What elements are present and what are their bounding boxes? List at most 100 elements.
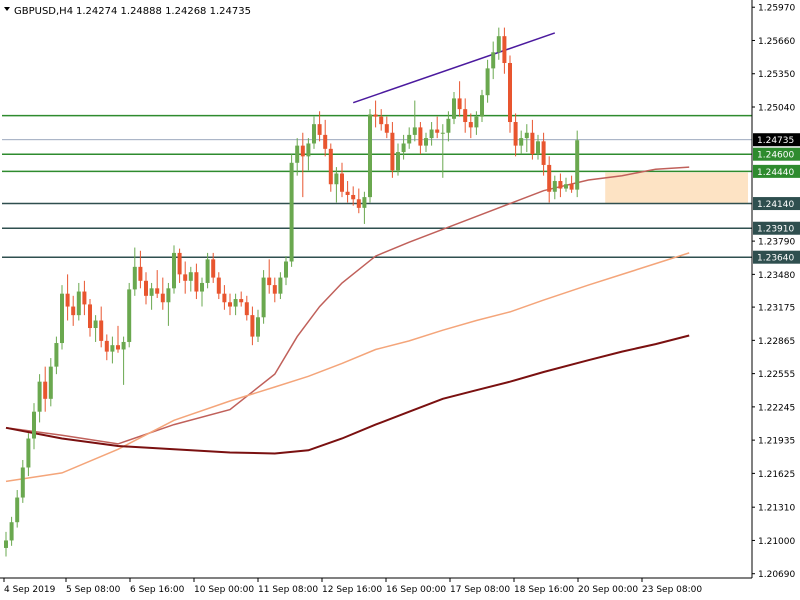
y-tick-label: 1.25660 <box>758 37 795 47</box>
candle-body <box>256 317 260 337</box>
candle-body <box>362 197 367 208</box>
candle <box>261 270 266 324</box>
candle-body <box>575 140 580 190</box>
candle-body <box>457 98 462 110</box>
candle <box>188 266 193 292</box>
candle <box>373 100 378 128</box>
candle-body <box>496 36 501 53</box>
ma-layer <box>5 166 690 483</box>
candle-body <box>390 132 395 171</box>
candle <box>547 156 552 203</box>
candle-body <box>244 302 249 316</box>
candle <box>211 252 216 283</box>
candles-layer <box>4 27 580 557</box>
candle <box>474 111 479 135</box>
candle-body <box>121 341 126 350</box>
header: GBPUSD,H4 1.24274 1.24888 1.24268 1.2473… <box>4 6 251 17</box>
candle <box>480 89 484 123</box>
candle <box>575 130 580 198</box>
candle-body <box>82 291 87 305</box>
candle <box>407 127 412 149</box>
candle <box>340 162 344 198</box>
candle <box>233 293 238 316</box>
candle <box>144 272 148 305</box>
candle <box>76 282 81 321</box>
x-tick-label: 6 Sep 16:00 <box>130 585 185 595</box>
candle <box>9 516 14 546</box>
y-tick-label: 1.20690 <box>758 570 795 580</box>
candle <box>384 116 389 139</box>
candle-body <box>239 299 244 303</box>
candle-body <box>110 345 115 352</box>
candle <box>37 374 42 423</box>
candle <box>32 403 36 450</box>
trendline-layer <box>352 32 556 104</box>
candle <box>368 109 372 203</box>
candle-body <box>261 277 266 318</box>
candle <box>362 191 367 224</box>
x-tick-label: 5 Sep 08:00 <box>66 585 121 595</box>
candle-body <box>183 274 188 281</box>
candle-body <box>4 540 8 548</box>
candle <box>418 122 423 155</box>
candle <box>155 270 160 298</box>
resistance-trendline <box>352 32 556 104</box>
ma-100-line <box>5 252 690 483</box>
candle <box>244 295 249 321</box>
candle-body <box>569 184 574 190</box>
level-price-tag <box>753 221 800 235</box>
candle-body <box>418 127 423 146</box>
candle-body <box>267 277 272 286</box>
candle <box>328 143 333 192</box>
levels-layer <box>2 114 752 258</box>
candle <box>519 130 524 155</box>
level-price-tag <box>753 197 800 211</box>
y-tick-label: 1.23910 <box>757 225 794 235</box>
candle-body <box>65 293 70 307</box>
candle <box>435 116 440 139</box>
candle <box>54 336 59 375</box>
candle <box>312 116 316 149</box>
candle <box>110 336 115 364</box>
candle-body <box>272 285 277 294</box>
candle-body <box>200 282 204 292</box>
candle-body <box>351 194 356 200</box>
y-tick-label: 1.21000 <box>758 537 795 547</box>
candle <box>216 272 221 300</box>
candle-body <box>127 289 132 342</box>
candle-body <box>54 343 59 367</box>
dropdown-triangle-icon[interactable] <box>4 7 10 11</box>
candle-body <box>144 280 148 296</box>
level-price-tag <box>753 250 800 264</box>
candle <box>177 248 182 283</box>
y-tick-label: 1.21935 <box>758 437 795 447</box>
candle <box>149 282 154 310</box>
candle-body <box>172 252 176 289</box>
y-tick-label: 1.22245 <box>758 403 795 413</box>
candle-body <box>222 293 227 303</box>
candle <box>116 325 120 353</box>
candle-body <box>9 522 14 541</box>
candle <box>43 366 48 412</box>
level-price-tag <box>753 147 800 161</box>
candle <box>429 122 434 146</box>
candle-body <box>284 261 288 278</box>
candle-body <box>20 467 25 498</box>
candle-body <box>452 98 456 119</box>
x-tick-label: 10 Sep 00:00 <box>194 585 254 595</box>
candle <box>457 81 462 117</box>
candle-body <box>205 259 210 283</box>
candle <box>317 111 322 142</box>
candle-body <box>530 132 535 155</box>
x-tick-label: 16 Sep 00:00 <box>386 585 446 595</box>
candle <box>300 132 305 198</box>
candle-body <box>323 134 328 149</box>
candle-body <box>250 315 255 337</box>
candle <box>183 261 188 294</box>
candle-body <box>502 36 507 64</box>
candle-body <box>356 199 361 208</box>
candle-body <box>155 288 160 294</box>
candle <box>536 134 540 160</box>
candle <box>295 138 300 176</box>
